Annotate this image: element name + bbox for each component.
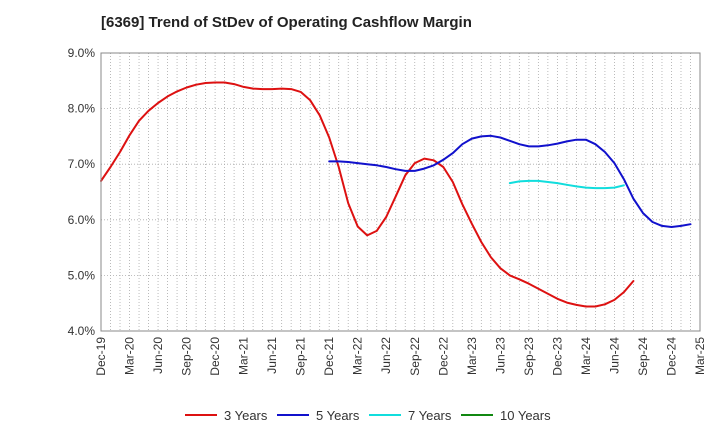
y-tick-label: 5.0% (68, 268, 96, 282)
x-tick-label: Sep-20 (180, 337, 194, 376)
x-tick-label: Jun-20 (151, 337, 165, 374)
y-tick-label: 6.0% (68, 213, 96, 227)
x-tick-label: Dec-23 (550, 337, 564, 376)
x-tick-label: Dec-24 (664, 337, 678, 376)
x-tick-label: Dec-22 (436, 337, 450, 376)
legend: 3 Years 5 Years 7 Years 10 Years (185, 408, 551, 423)
x-tick-label: Jun-24 (607, 337, 621, 374)
x-tick-label: Sep-23 (522, 337, 536, 376)
y-tick-label: 4.0% (68, 324, 96, 338)
x-tick-label: Mar-20 (123, 337, 137, 375)
x-tick-label: Sep-21 (294, 337, 308, 376)
series-lines (100, 81, 692, 308)
chart-title: [6369] Trend of StDev of Operating Cashf… (101, 14, 472, 31)
y-tick-label: 8.0% (68, 102, 96, 116)
x-tick-label: Sep-24 (636, 337, 650, 376)
x-tick-label: Jun-22 (379, 337, 393, 374)
y-tick-label: 7.0% (68, 157, 96, 171)
x-tick-label: Dec-20 (208, 337, 222, 376)
x-tick-label: Mar-21 (237, 337, 251, 375)
series-line-5-years (328, 134, 692, 228)
x-tick-label: Sep-22 (408, 337, 422, 376)
legend-label: 7 Years (408, 408, 452, 423)
x-tick-label: Dec-19 (94, 337, 108, 376)
x-tick-label: Dec-21 (322, 337, 336, 376)
x-axis-ticks: Dec-19 Mar-20 Jun-20 Sep-20 Dec-20 Mar-21 Jun-… (94, 337, 707, 376)
legend-label: 3 Years (224, 408, 268, 423)
legend-label: 10 Years (500, 408, 551, 423)
x-tick-label: Mar-22 (351, 337, 365, 375)
y-axis-ticks: 4.0% 5.0% 6.0% 7.0% 8.0% 9.0% (68, 46, 96, 338)
x-tick-label: Mar-25 (693, 337, 707, 375)
x-tick-label: Jun-21 (265, 337, 279, 374)
legend-label: 5 Years (316, 408, 360, 423)
x-tick-label: Mar-23 (465, 337, 479, 375)
series-line-7-years (508, 179, 625, 190)
plot-frame (100, 52, 701, 332)
x-tick-label: Jun-23 (493, 337, 507, 374)
series-line-3-years (100, 81, 635, 308)
x-tick-label: Mar-24 (579, 337, 593, 375)
gridlines (101, 53, 700, 331)
y-tick-label: 9.0% (68, 46, 96, 60)
